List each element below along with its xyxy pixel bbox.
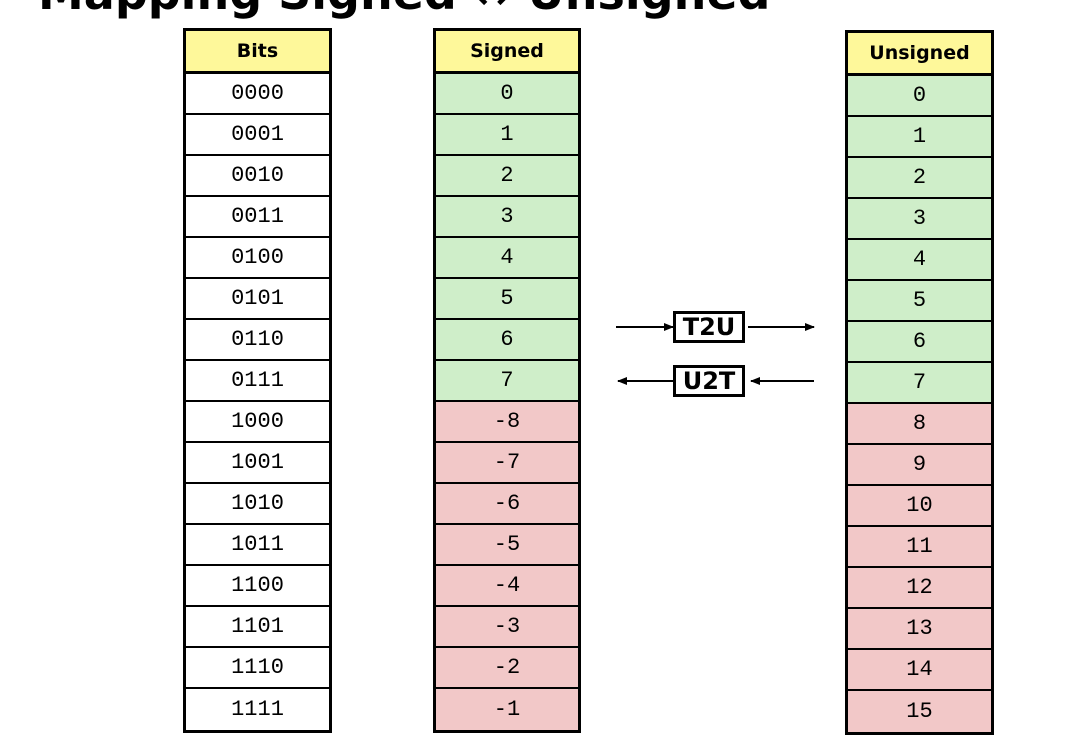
- bits-cell: 0011: [186, 197, 329, 238]
- bits-cell: 1101: [186, 607, 329, 648]
- bits-cell: 1110: [186, 648, 329, 689]
- bits-cell: 1010: [186, 484, 329, 525]
- signed-cell: 7: [436, 361, 578, 402]
- unsigned-cell: 1: [848, 117, 991, 158]
- bits-column: Bits 0000 0001 0010 0011 0100 0101 0110 0111 100…: [183, 28, 332, 733]
- unsigned-cell: 5: [848, 281, 991, 322]
- signed-cell: 0: [436, 74, 578, 115]
- signed-cell: -6: [436, 484, 578, 525]
- unsigned-cell: 14: [848, 650, 991, 691]
- signed-cell: 3: [436, 197, 578, 238]
- unsigned-cell: 7: [848, 363, 991, 404]
- unsigned-cell: 13: [848, 609, 991, 650]
- bits-cell: 1000: [186, 402, 329, 443]
- signed-cell: 2: [436, 156, 578, 197]
- bits-cell: 0100: [186, 238, 329, 279]
- signed-cell: -2: [436, 648, 578, 689]
- unsigned-column: Unsigned 0 1 2 3 4 5 6 7 8 9 10 11 12 13 14 15: [845, 30, 994, 735]
- unsigned-cell: 12: [848, 568, 991, 609]
- bits-cell: 0001: [186, 115, 329, 156]
- bits-cell: 1100: [186, 566, 329, 607]
- bits-cell: 0110: [186, 320, 329, 361]
- bits-cell: 1001: [186, 443, 329, 484]
- signed-cell: -7: [436, 443, 578, 484]
- t2u-label: T2U: [673, 311, 745, 343]
- bits-cell: 1011: [186, 525, 329, 566]
- unsigned-cell: 2: [848, 158, 991, 199]
- signed-cell: -1: [436, 689, 578, 730]
- signed-cell: 1: [436, 115, 578, 156]
- unsigned-cell: 6: [848, 322, 991, 363]
- signed-column: Signed 0 1 2 3 4 5 6 7 -8 -7 -6 -5 -4 -3 -2 -1: [433, 28, 581, 733]
- unsigned-cell: 10: [848, 486, 991, 527]
- u2t-label: U2T: [673, 365, 745, 397]
- unsigned-cell: 0: [848, 76, 991, 117]
- bits-cell: 0000: [186, 74, 329, 115]
- unsigned-cell: 4: [848, 240, 991, 281]
- signed-cell: 6: [436, 320, 578, 361]
- signed-cell: 4: [436, 238, 578, 279]
- unsigned-cell: 9: [848, 445, 991, 486]
- bits-cell: 0010: [186, 156, 329, 197]
- signed-cell: -4: [436, 566, 578, 607]
- mapping-arrows: [616, 323, 815, 385]
- signed-cell: 5: [436, 279, 578, 320]
- signed-cell: -5: [436, 525, 578, 566]
- unsigned-cell: 3: [848, 199, 991, 240]
- unsigned-header: Unsigned: [848, 33, 991, 76]
- bits-cell: 1111: [186, 689, 329, 730]
- bits-cell: 0101: [186, 279, 329, 320]
- signed-cell: -8: [436, 402, 578, 443]
- bits-header: Bits: [186, 31, 329, 74]
- page-title: Mapping Signed ↔ Unsigned: [38, 0, 770, 16]
- unsigned-cell: 15: [848, 691, 991, 732]
- unsigned-cell: 11: [848, 527, 991, 568]
- bits-cell: 0111: [186, 361, 329, 402]
- signed-cell: -3: [436, 607, 578, 648]
- signed-header: Signed: [436, 31, 578, 74]
- unsigned-cell: 8: [848, 404, 991, 445]
